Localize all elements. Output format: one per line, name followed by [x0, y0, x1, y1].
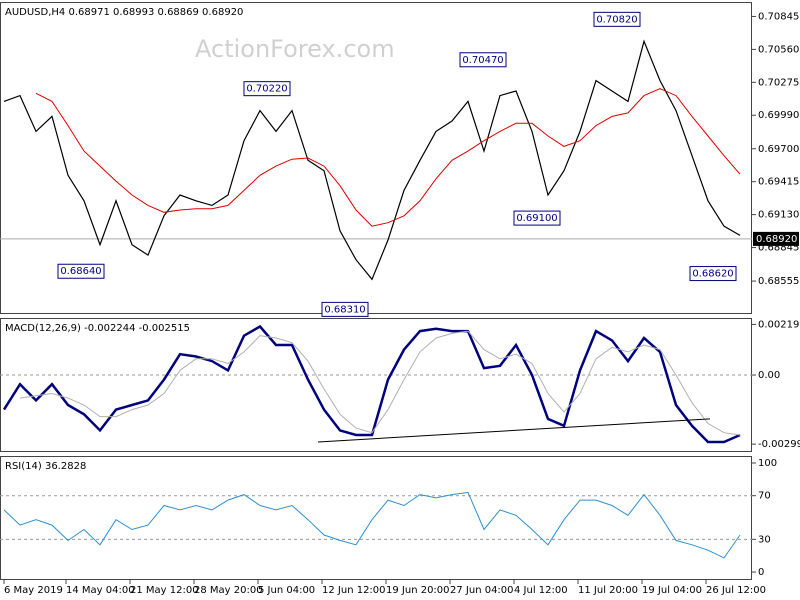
annotation-box	[243, 81, 291, 97]
y-tick-label: 0.69130	[758, 210, 799, 221]
current-price-label: 0.68920	[756, 234, 797, 245]
series-line	[19, 330, 741, 436]
series-line	[2, 324, 741, 444]
annotation-label: 0.68640	[60, 266, 101, 277]
x-tick-label: 21 May 12:00	[130, 585, 199, 596]
annotation-label: 0.68620	[692, 269, 733, 280]
x-tick-label: 4 Jul 12:00	[514, 585, 568, 596]
series-line	[35, 88, 741, 227]
x-tick-label: 19 Jul 04:00	[642, 585, 702, 596]
current-price-box	[753, 231, 799, 246]
panel-title: RSI(14) 36.2828	[5, 461, 86, 472]
panel-frame	[0, 318, 752, 452]
annotation-label: 0.70820	[596, 14, 637, 25]
y-tick-label: 0.00	[758, 370, 780, 381]
x-tick-label: 26 Jul 12:00	[706, 585, 766, 596]
x-tick-label: 6 May 2019	[4, 585, 63, 596]
annotation-label: 0.68310	[324, 304, 365, 315]
series-line	[3, 39, 741, 281]
y-tick-label: 0.002191	[758, 319, 800, 330]
x-tick-label: 12 Jun 12:00	[322, 585, 386, 596]
x-tick-label: 27 Jun 04:00	[450, 585, 514, 596]
y-tick-label: 0.69990	[758, 110, 799, 121]
annotation-box	[593, 11, 641, 27]
x-tick-label: 14 May 04:00	[66, 585, 135, 596]
y-tick-label: 0.69700	[758, 144, 799, 155]
panel-frame	[0, 456, 752, 580]
y-tick-label: 100	[758, 458, 777, 469]
y-tick-label: 0.68555	[758, 276, 799, 287]
annotation-box	[689, 266, 737, 282]
trend-line	[317, 418, 711, 443]
y-tick-label: 0.68845	[758, 243, 799, 254]
y-tick-label: 0.70275	[758, 77, 799, 88]
annotation-label: 0.70470	[462, 55, 503, 66]
annotation-box	[459, 52, 507, 68]
panel-frame	[0, 2, 752, 314]
y-tick-label: 70	[758, 491, 771, 502]
watermark: ActionForex.com	[195, 35, 395, 63]
panel-title: MACD(12,26,9) -0.002244 -0.002515	[5, 323, 190, 334]
x-tick-label: 19 Jun 20:00	[386, 585, 450, 596]
annotation-label: 0.70220	[246, 84, 287, 95]
y-tick-label: 0.69415	[758, 177, 799, 188]
x-tick-label: 28 May 20:00	[194, 585, 263, 596]
annotation-box	[321, 301, 369, 317]
panel-title: AUDUSD,H4 0.68971 0.68993 0.68869 0.6892…	[5, 7, 243, 18]
annotation-box	[513, 210, 561, 226]
annotation-box	[57, 263, 105, 279]
y-tick-label: 0	[758, 567, 764, 578]
x-tick-label: 5 Jun 04:00	[258, 585, 315, 596]
y-tick-label: -0.002993	[758, 439, 800, 450]
y-tick-label: 30	[758, 534, 771, 545]
y-tick-label: 0.70560	[758, 44, 799, 55]
x-tick-label: 11 Jul 20:00	[578, 585, 638, 596]
series-line	[3, 491, 741, 559]
y-tick-label: 0.70845	[758, 11, 799, 22]
annotation-label: 0.69100	[516, 213, 557, 224]
